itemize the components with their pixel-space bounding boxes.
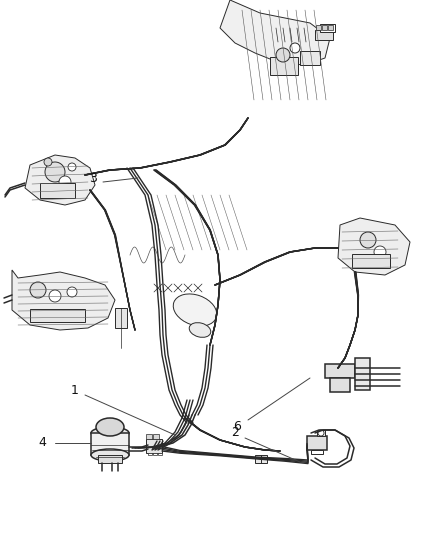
Bar bbox=[255, 455, 267, 463]
Circle shape bbox=[44, 158, 52, 166]
Bar bbox=[98, 455, 122, 463]
Polygon shape bbox=[220, 0, 330, 65]
Bar bbox=[352, 254, 390, 268]
Ellipse shape bbox=[96, 418, 124, 436]
Bar bbox=[146, 434, 152, 439]
Bar bbox=[330, 378, 350, 392]
Bar bbox=[158, 453, 162, 455]
Circle shape bbox=[59, 176, 71, 188]
Polygon shape bbox=[12, 270, 115, 330]
Polygon shape bbox=[338, 218, 410, 275]
Circle shape bbox=[276, 48, 290, 62]
Text: 1: 1 bbox=[71, 384, 79, 397]
Bar bbox=[146, 439, 162, 453]
Bar bbox=[115, 308, 127, 328]
Circle shape bbox=[49, 290, 61, 302]
Text: 3: 3 bbox=[89, 172, 97, 184]
Circle shape bbox=[318, 430, 324, 436]
Bar bbox=[325, 364, 355, 378]
Text: 4: 4 bbox=[38, 437, 46, 449]
Circle shape bbox=[360, 232, 376, 248]
Circle shape bbox=[68, 163, 76, 171]
Bar bbox=[316, 25, 321, 30]
Bar bbox=[270, 57, 298, 75]
Bar bbox=[153, 434, 159, 439]
Bar bbox=[307, 436, 327, 450]
Text: 2: 2 bbox=[231, 425, 239, 439]
Bar bbox=[315, 30, 333, 40]
Circle shape bbox=[67, 287, 77, 297]
Bar bbox=[30, 309, 85, 322]
Bar bbox=[328, 25, 333, 30]
Circle shape bbox=[30, 282, 46, 298]
Bar bbox=[311, 450, 323, 454]
Circle shape bbox=[45, 162, 65, 182]
Circle shape bbox=[374, 246, 386, 258]
Bar bbox=[355, 358, 370, 390]
Ellipse shape bbox=[189, 322, 211, 337]
Ellipse shape bbox=[91, 449, 129, 461]
Ellipse shape bbox=[91, 427, 129, 439]
Polygon shape bbox=[25, 155, 95, 205]
Text: 6: 6 bbox=[233, 419, 241, 432]
Ellipse shape bbox=[173, 294, 217, 326]
Bar bbox=[320, 24, 335, 32]
Bar bbox=[300, 51, 320, 65]
Bar bbox=[148, 453, 152, 455]
Bar bbox=[153, 453, 157, 455]
Bar bbox=[91, 433, 129, 455]
Circle shape bbox=[290, 43, 300, 53]
Bar bbox=[322, 25, 327, 30]
Bar bbox=[317, 430, 325, 436]
Bar bbox=[40, 183, 75, 198]
